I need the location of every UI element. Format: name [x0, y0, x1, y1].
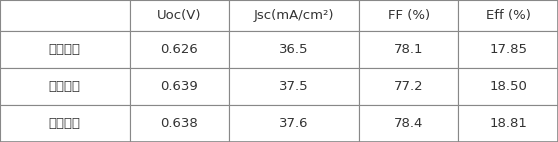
Bar	[0, 68, 129, 105]
Bar	[229, 105, 359, 142]
Text: 78.1: 78.1	[394, 43, 424, 56]
Text: 17.85: 17.85	[489, 43, 527, 56]
Text: 对比例二: 对比例二	[49, 80, 81, 93]
Text: 实施例一: 实施例一	[49, 117, 81, 130]
Bar	[229, 0, 359, 31]
Text: 0.626: 0.626	[161, 43, 198, 56]
Text: 78.4: 78.4	[394, 117, 424, 130]
Bar	[359, 31, 459, 68]
Bar	[0, 31, 129, 68]
Text: Uoc(V): Uoc(V)	[157, 9, 201, 22]
Text: 37.5: 37.5	[279, 80, 309, 93]
Text: 0.638: 0.638	[161, 117, 198, 130]
Text: 18.50: 18.50	[489, 80, 527, 93]
Bar	[0, 105, 129, 142]
Bar	[459, 31, 558, 68]
Text: 18.81: 18.81	[489, 117, 527, 130]
Bar	[359, 105, 459, 142]
Text: Jsc(mA/cm²): Jsc(mA/cm²)	[254, 9, 334, 22]
Bar	[359, 68, 459, 105]
Bar	[459, 68, 558, 105]
Text: Eff (%): Eff (%)	[486, 9, 531, 22]
Bar	[129, 0, 229, 31]
Text: FF (%): FF (%)	[388, 9, 430, 22]
Text: 0.639: 0.639	[161, 80, 198, 93]
Bar	[359, 0, 459, 31]
Bar	[459, 105, 558, 142]
Text: 36.5: 36.5	[280, 43, 309, 56]
Bar	[229, 68, 359, 105]
Bar	[459, 0, 558, 31]
Bar	[0, 0, 129, 31]
Bar	[129, 31, 229, 68]
Bar	[129, 68, 229, 105]
Text: 77.2: 77.2	[394, 80, 424, 93]
Text: 对比例一: 对比例一	[49, 43, 81, 56]
Text: 37.6: 37.6	[280, 117, 309, 130]
Bar	[129, 105, 229, 142]
Bar	[229, 31, 359, 68]
